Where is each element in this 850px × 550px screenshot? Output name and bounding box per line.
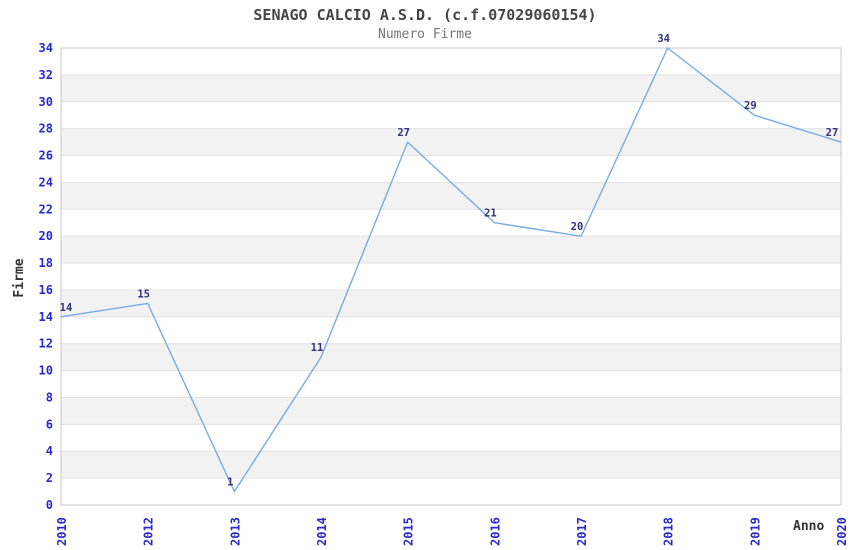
data-point-label: 27 <box>826 127 839 139</box>
y-tick-label: 14 <box>39 310 53 324</box>
data-point-label: 15 <box>137 288 150 300</box>
chart-title: SENAGO CALCIO A.S.D. (c.f.07029060154) <box>253 6 597 24</box>
plot-band <box>61 101 841 129</box>
y-tick-label: 8 <box>46 390 53 404</box>
data-line <box>60 47 842 493</box>
plot-band <box>61 236 841 264</box>
x-tick-label: 2010 <box>55 517 69 546</box>
plot-band <box>61 370 841 398</box>
y-tick-label: 12 <box>39 337 53 351</box>
x-tick-label: 2020 <box>835 517 849 546</box>
y-tick-label: 18 <box>39 256 53 270</box>
data-point-label: 21 <box>484 208 497 220</box>
y-tick-label: 28 <box>39 122 53 136</box>
x-axis-title: Anno <box>793 519 825 534</box>
plot-band <box>61 316 841 344</box>
plot-band <box>61 478 841 505</box>
x-tick-label: 2019 <box>748 517 762 546</box>
x-tick-label: 2013 <box>228 517 242 546</box>
y-tick-label: 34 <box>39 41 53 55</box>
y-tick-label: 10 <box>39 364 53 378</box>
y-tick-label: 22 <box>39 202 53 216</box>
y-tick-label: 24 <box>39 175 53 189</box>
data-point-label: 11 <box>311 342 324 354</box>
x-tick-label: 2018 <box>662 517 676 546</box>
y-tick-label: 32 <box>39 68 53 82</box>
data-point-label: 20 <box>571 221 584 233</box>
plot-band <box>61 128 841 156</box>
y-tick-label: 0 <box>46 498 53 512</box>
data-point-label: 14 <box>60 302 73 314</box>
y-tick-label: 20 <box>39 229 53 243</box>
plot-band <box>61 263 841 290</box>
data-point-label: 34 <box>657 33 670 45</box>
y-axis-title: Firme <box>12 258 27 298</box>
x-tick-label: 2016 <box>488 517 502 546</box>
plot-band <box>61 397 841 425</box>
x-tick-label: 2015 <box>402 517 416 546</box>
y-tick-label: 2 <box>46 471 53 485</box>
data-point-label: 1 <box>227 477 233 489</box>
y-tick-label: 26 <box>39 149 53 163</box>
y-tick-label: 4 <box>46 444 53 458</box>
x-tick-label: 2014 <box>315 517 329 546</box>
plot-band <box>61 209 841 237</box>
plot-band <box>61 48 841 75</box>
plot-band <box>61 343 841 371</box>
plot-band <box>61 451 841 479</box>
x-tick-label: 2017 <box>575 517 589 546</box>
plot-band <box>61 289 841 317</box>
y-tick-label: 16 <box>39 283 53 297</box>
y-tick-label: 6 <box>46 417 53 431</box>
y-tick-label: 30 <box>39 95 53 109</box>
plot-band <box>61 155 841 183</box>
x-tick-label: 2012 <box>142 517 156 546</box>
plot-band <box>61 424 841 452</box>
plot-band <box>61 74 841 102</box>
plot-border <box>60 47 842 506</box>
data-point-label: 29 <box>744 100 757 112</box>
plot-band <box>61 182 841 210</box>
chart-subtitle: Numero Firme <box>378 27 472 42</box>
data-point-label: 27 <box>397 127 410 139</box>
